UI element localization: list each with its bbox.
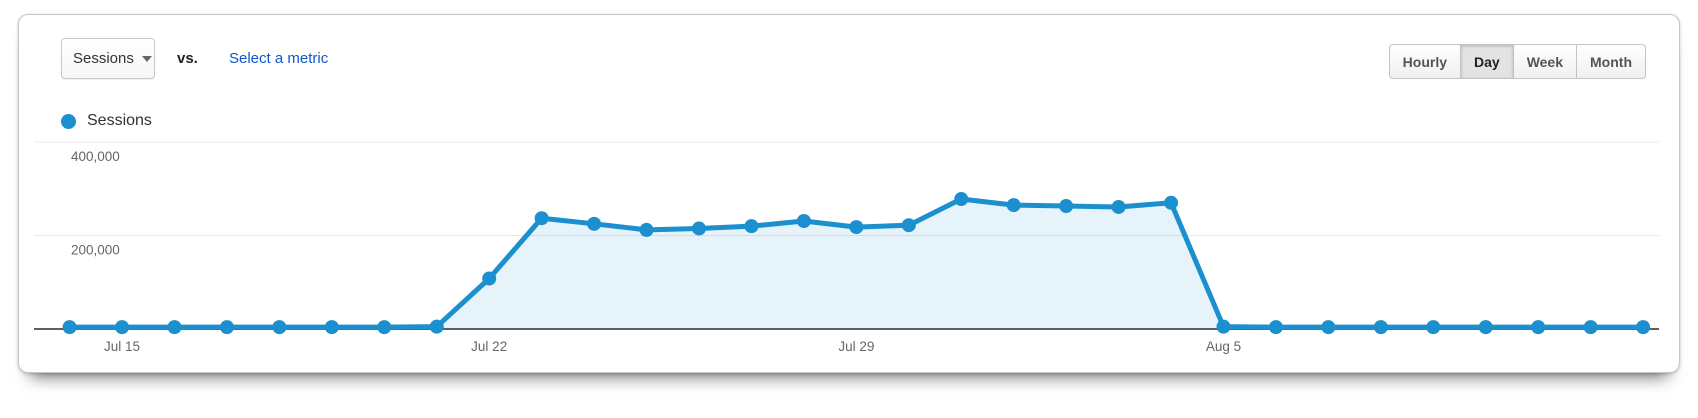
data-point[interactable] — [1111, 199, 1126, 214]
data-point[interactable] — [1059, 199, 1074, 214]
x-tick-label: Jul 22 — [471, 339, 507, 354]
data-point[interactable] — [1268, 320, 1283, 335]
data-point[interactable] — [167, 320, 182, 335]
data-point[interactable] — [272, 320, 287, 335]
data-point[interactable] — [324, 320, 339, 335]
data-point[interactable] — [429, 319, 444, 334]
data-point[interactable] — [1321, 320, 1336, 335]
analytics-chart-card: 200,000 400,000 Jul 15 Jul 22 Jul 29 Aug 5 Se… — [18, 14, 1680, 373]
metric-selector-label: Sessions — [73, 50, 134, 67]
y-tick-label: 200,000 — [71, 243, 120, 258]
data-point[interactable] — [1006, 198, 1021, 213]
granularity-button-day[interactable]: Day — [1460, 44, 1514, 79]
data-point[interactable] — [377, 320, 392, 335]
data-point[interactable] — [639, 222, 654, 237]
vs-label: vs. — [177, 50, 198, 67]
sessions-timeseries-chart: 200,000 400,000 Jul 15 Jul 22 Jul 29 Aug 5 — [34, 141, 1659, 354]
legend-label: Sessions — [87, 112, 152, 129]
data-point[interactable] — [482, 271, 497, 286]
data-point[interactable] — [1478, 320, 1493, 335]
x-tick-label: Jul 15 — [104, 339, 140, 354]
data-point[interactable] — [219, 320, 234, 335]
data-point[interactable] — [1426, 320, 1441, 335]
chart-legend: Sessions — [61, 112, 152, 130]
data-point[interactable] — [1164, 195, 1179, 210]
data-point[interactable] — [901, 218, 916, 233]
data-point[interactable] — [954, 192, 969, 207]
metric-selector-dropdown[interactable]: Sessions — [61, 38, 155, 79]
data-point[interactable] — [744, 219, 759, 234]
granularity-button-month[interactable]: Month — [1576, 44, 1646, 79]
data-point[interactable] — [849, 220, 864, 235]
data-point[interactable] — [62, 320, 77, 335]
area-fill — [69, 199, 1644, 329]
y-tick-label: 400,000 — [71, 149, 120, 164]
x-tick-label: Jul 29 — [838, 339, 874, 354]
select-metric-link[interactable]: Select a metric — [229, 50, 329, 67]
data-point[interactable] — [1531, 320, 1546, 335]
data-point[interactable] — [1373, 320, 1388, 335]
chevron-down-icon — [141, 55, 152, 62]
granularity-button-week[interactable]: Week — [1512, 44, 1578, 79]
data-point[interactable] — [534, 211, 549, 226]
data-point[interactable] — [587, 216, 602, 231]
data-point[interactable] — [1636, 320, 1651, 335]
x-tick-label: Aug 5 — [1206, 339, 1241, 354]
data-point[interactable] — [1216, 319, 1231, 334]
series-color-dot — [61, 113, 76, 129]
granularity-button-group: Hourly Day Week Month — [1388, 44, 1646, 79]
granularity-button-hourly[interactable]: Hourly — [1388, 44, 1461, 79]
data-point[interactable] — [796, 214, 811, 229]
data-point[interactable] — [692, 221, 706, 236]
data-point[interactable] — [1583, 320, 1598, 335]
data-point[interactable] — [115, 320, 130, 335]
